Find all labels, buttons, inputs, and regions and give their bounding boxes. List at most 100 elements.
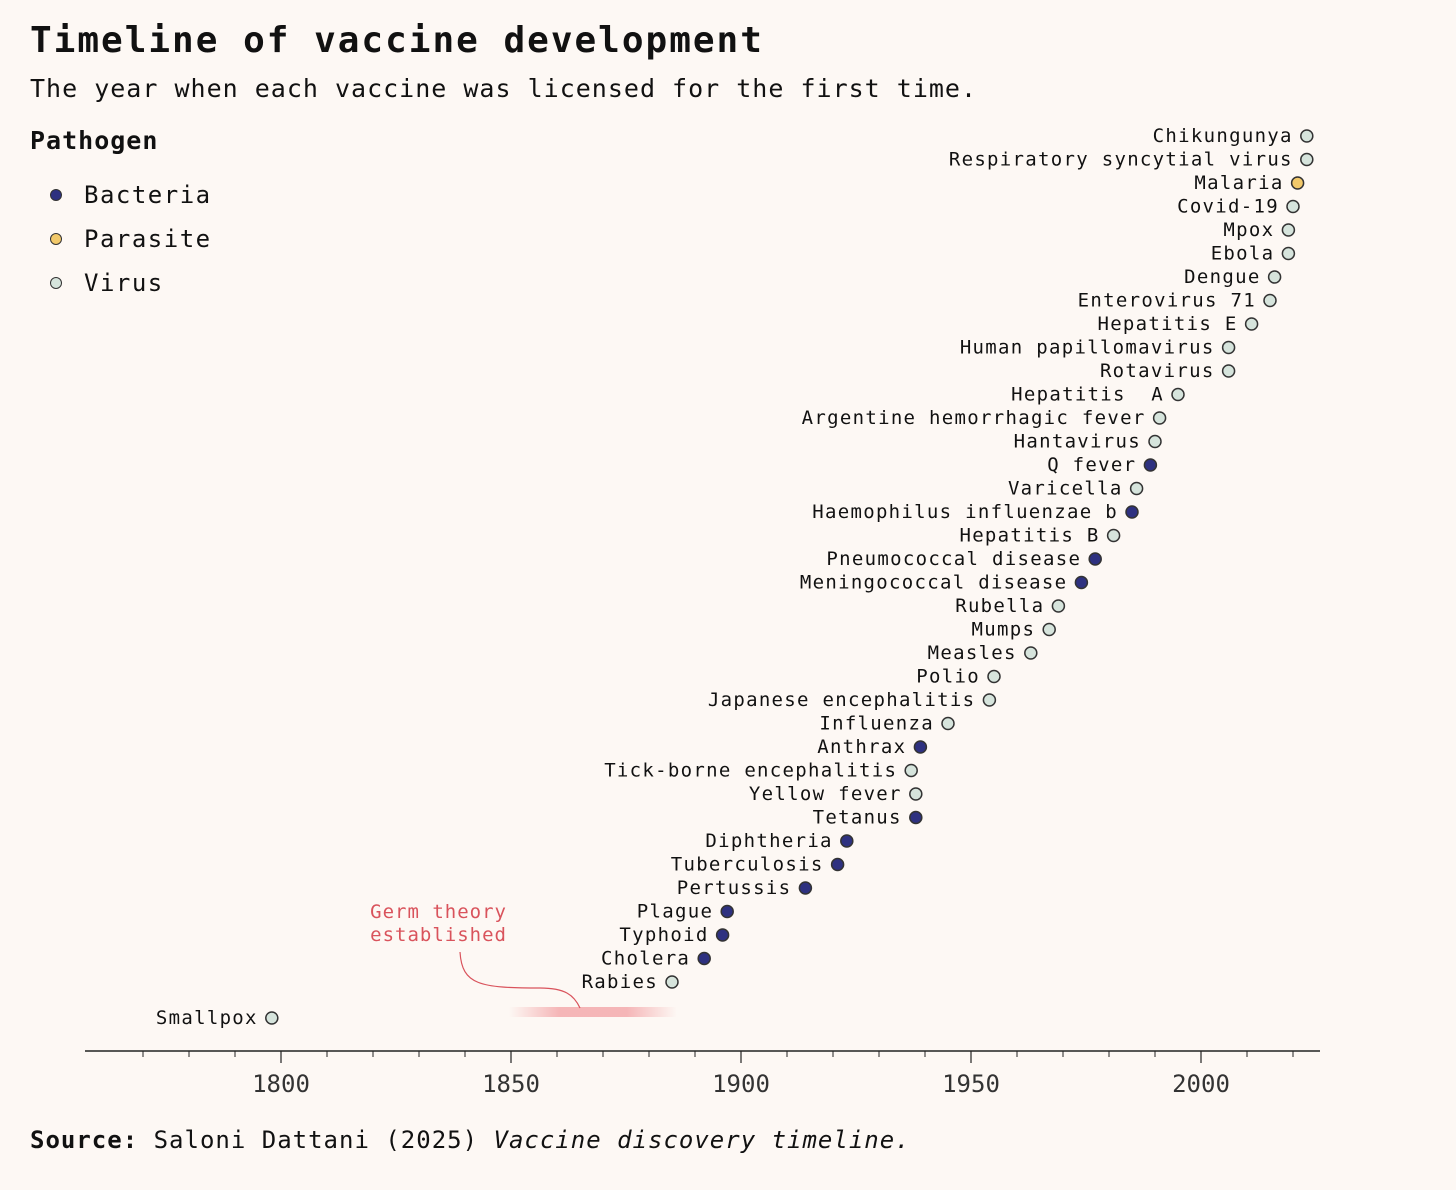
label-diphtheria: Diphtheria [705,830,832,852]
page-title: Timeline of vaccine development [30,20,764,61]
point-influenza [941,716,955,731]
source-title: Vaccine discovery timeline. [493,1126,911,1154]
label-chikungunya: Chikungunya [1153,125,1293,147]
label-dengue: Dengue [1184,266,1260,288]
point-cholera [697,951,711,966]
point-measles [1024,646,1038,660]
point-rabies [665,975,679,989]
point-varicella [1129,481,1144,496]
label-hepatitis-a: Hepatitis A [1011,384,1164,406]
point-smallpox [265,1011,279,1025]
label-argentine-hemorrhagic-fever: Argentine hemorrhagic fever [802,407,1146,429]
label-rubella: Rubella [955,595,1044,617]
label-polio: Polio [916,666,980,688]
label-measles: Measles [928,642,1017,664]
point-rotavirus [1221,364,1236,378]
label-q-fever: Q fever [1047,454,1136,476]
page-subtitle: The year when each vaccine was licensed … [30,74,978,103]
germ-theory-label-2: established [370,924,507,946]
point-mumps [1042,622,1056,637]
legend-title: Pathogen [30,126,159,155]
label-meningococcal-disease: Meningococcal disease [800,572,1068,594]
point-malaria [1290,176,1305,190]
point-rubella [1051,599,1066,613]
source-label: Source: [30,1126,139,1154]
label-enterovirus-71: Enterovirus 71 [1078,290,1256,312]
legend-swatch-parasite [50,233,62,245]
label-rotavirus: Rotavirus [1100,360,1215,382]
label-rabies: Rabies [582,971,658,993]
label-anthrax: Anthrax [817,736,906,758]
label-respiratory-syncytial-virus: Respiratory syncytial virus [949,149,1293,171]
point-human-papillomavirus [1221,340,1236,355]
legend-swatch-virus [50,277,62,289]
legend: Pathogen Bacteria Parasite Virus [30,126,212,305]
source-note: Source: Saloni Dattani (2025) Vaccine di… [30,1126,911,1154]
label-typhoid: Typhoid [619,924,708,946]
point-haemophilus-influenzae-b [1125,505,1139,519]
label-tuberculosis: Tuberculosis [671,854,824,876]
label-cholera: Cholera [601,948,690,970]
point-pneumococcal-disease [1088,552,1102,566]
x-axis-tick-label-1900: 1900 [712,1070,770,1098]
point-typhoid [715,928,730,942]
label-mumps: Mumps [971,619,1035,641]
point-hantavirus [1148,434,1162,449]
point-ebola [1281,246,1296,261]
label-tick-borne-encephalitis: Tick-borne encephalitis [604,760,897,782]
point-diphtheria [840,834,854,848]
label-hepatitis-e: Hepatitis E [1097,313,1237,335]
legend-item-virus: Virus [30,261,212,305]
label-mpox: Mpox [1223,219,1274,241]
legend-label-bacteria: Bacteria [84,181,212,209]
germ-theory-connector [459,951,581,1009]
label-yellow-fever: Yellow fever [749,783,902,805]
point-plague [720,904,734,919]
label-smallpox: Smallpox [156,1007,258,1029]
point-dengue [1267,270,1282,284]
legend-label-parasite: Parasite [84,225,212,253]
point-pertussis [798,881,813,895]
x-axis-tick-label-1850: 1850 [482,1070,540,1098]
label-covid-19: Covid-19 [1177,196,1279,218]
label-hantavirus: Hantavirus [1014,431,1141,453]
label-plague: Plague [637,901,713,923]
point-hepatitis-e [1244,317,1259,331]
point-respiratory-syncytial-virus [1300,152,1314,167]
x-axis-tick-label-1950: 1950 [942,1070,1000,1098]
label-influenza: Influenza [819,713,934,735]
legend-swatch-bacteria [50,189,62,201]
point-polio [987,669,1001,684]
point-japanese-encephalitis [982,693,997,707]
label-human-papillomavirus: Human papillomavirus [960,337,1215,359]
point-tick-borne-encephalitis [904,763,918,778]
point-hepatitis-a [1171,387,1185,402]
label-tetanus: Tetanus [813,807,902,829]
label-ebola: Ebola [1211,243,1275,265]
label-malaria: Malaria [1194,172,1283,194]
point-tuberculosis [830,857,845,872]
legend-item-parasite: Parasite [30,217,212,261]
point-hepatitis-b [1106,528,1121,543]
germ-theory-band [509,1007,677,1017]
label-pertussis: Pertussis [677,877,792,899]
germ-theory-label-1: Germ theory [370,901,507,923]
point-tetanus [909,810,923,825]
label-pneumococcal-disease: Pneumococcal disease [826,548,1081,570]
x-axis-tick-label-1800: 1800 [252,1070,310,1098]
point-chikungunya [1300,129,1314,143]
label-japanese-encephalitis: Japanese encephalitis [708,689,976,711]
point-q-fever [1143,458,1158,472]
x-axis-tick-label-2000: 2000 [1172,1070,1230,1098]
point-enterovirus-71 [1263,293,1277,308]
point-argentine-hemorrhagic-fever [1152,411,1167,425]
label-varicella: Varicella [1008,478,1123,500]
point-mpox [1281,223,1296,237]
point-yellow-fever [909,787,923,801]
point-meningococcal-disease [1074,575,1089,590]
label-hepatitis-b: Hepatitis B [959,525,1099,547]
label-haemophilus-influenzae-b: Haemophilus influenzae b [812,501,1118,523]
legend-item-bacteria: Bacteria [30,173,212,217]
source-text: Saloni Dattani (2025) [153,1126,479,1154]
